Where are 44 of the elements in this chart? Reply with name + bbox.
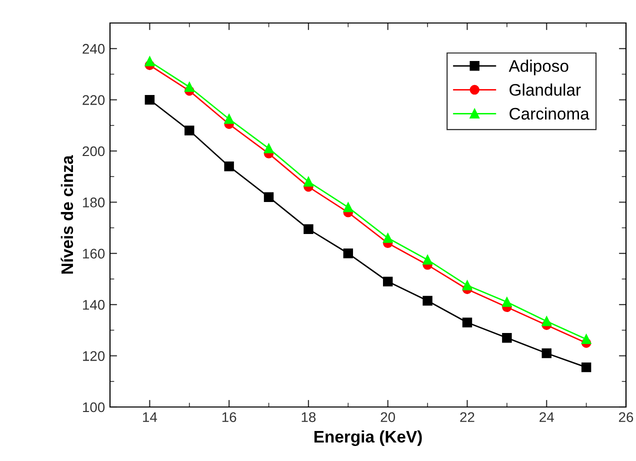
y-tick-label: 160 — [83, 248, 105, 259]
point — [422, 296, 432, 306]
point — [542, 348, 552, 358]
point — [343, 248, 354, 258]
x-tick-label: 14 — [143, 412, 158, 422]
point — [264, 144, 274, 154]
point — [304, 224, 314, 234]
point — [382, 276, 393, 286]
y-tick-label: 140 — [83, 300, 105, 310]
x-tick-label: 22 — [460, 412, 474, 422]
x-tick-label: 20 — [380, 412, 396, 422]
x-tick-label: 16 — [222, 412, 236, 422]
x-tick-label: 18 — [302, 412, 316, 422]
legend-label: Carcinoma — [510, 107, 590, 120]
point — [264, 192, 274, 202]
y-axis-title: Níveis de cinza — [60, 155, 74, 274]
x-tick-label: 24 — [540, 412, 554, 422]
point — [184, 82, 194, 92]
point — [144, 56, 155, 66]
y-tick-label: 180 — [83, 198, 105, 208]
point — [581, 334, 592, 344]
legend-label: Adiposo — [508, 60, 568, 76]
y-tick-label: 200 — [82, 146, 105, 156]
point — [382, 233, 393, 243]
point — [502, 333, 512, 343]
y-tick-label: 120 — [83, 351, 105, 361]
point — [502, 297, 512, 307]
y-tick-label: 220 — [82, 95, 105, 105]
y-tick-label: 240 — [82, 44, 105, 54]
point — [581, 362, 592, 372]
point — [422, 254, 432, 265]
y-tick-label: 100 — [83, 402, 105, 412]
legend-label: Glandular — [510, 84, 581, 96]
point — [304, 176, 314, 187]
point — [542, 316, 552, 326]
point — [224, 162, 234, 172]
point — [462, 318, 472, 328]
point — [224, 114, 234, 124]
point — [462, 280, 472, 290]
point — [343, 202, 354, 212]
x-axis-title: Energia (KeV) — [314, 430, 422, 446]
point — [144, 94, 155, 105]
point — [184, 126, 194, 136]
x-tick-label: 26 — [618, 412, 634, 422]
